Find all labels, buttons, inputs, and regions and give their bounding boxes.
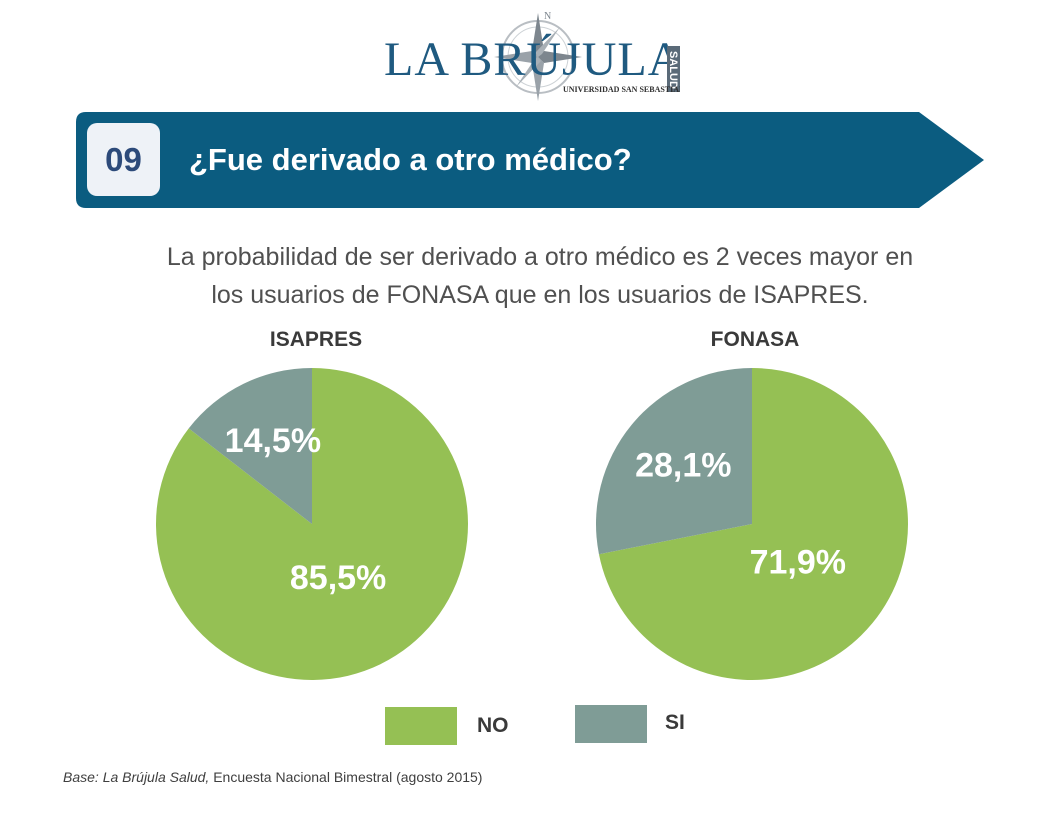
footnote-source-italic: Base: La Brújula Salud, [63, 769, 210, 785]
la-brujula-logo: N LA BRÚJULA SALUD UNIVERSIDAD SAN SEBAS… [384, 12, 680, 101]
logo-tagline: UNIVERSIDAD SAN SEBASTIAN [563, 85, 680, 94]
logo-brand-text: LA BRÚJULA [384, 32, 680, 86]
svg-text:N: N [544, 12, 551, 22]
section-title: ¿Fue derivado a otro médico? [189, 142, 632, 177]
legend-swatch-si [575, 705, 647, 743]
pie-title-fonasa: FONASA [710, 328, 800, 351]
source-footnote: Base: La Brújula Salud, Encuesta Naciona… [63, 769, 482, 785]
section-number-badge: 09 [87, 123, 160, 196]
title-banner [76, 112, 984, 208]
pie-label-fonasa-si: 28,1% [635, 447, 731, 485]
pie-label-isapres-no: 85,5% [290, 559, 386, 597]
legend-label-si: SI [665, 711, 685, 734]
chart-subtitle: La probabilidad de ser derivado a otro m… [90, 238, 990, 314]
legend-swatch-no [385, 707, 457, 745]
pie-slice-fonasa-no [598, 368, 908, 680]
pie-slice-isapres-si [188, 368, 312, 524]
footnote-source-rest: Encuesta Nacional Bimestral (agosto 2015… [209, 769, 483, 785]
pie-slice-fonasa-si [596, 368, 752, 555]
pie-title-isapres: ISAPRES [269, 328, 363, 351]
legend-label-no: NO [477, 714, 509, 737]
pie-label-fonasa-no: 71,9% [750, 544, 846, 582]
subtitle-line-1: La probabilidad de ser derivado a otro m… [166, 243, 914, 271]
subtitle-line-2: los usuarios de FONASA que en los usuari… [211, 281, 869, 309]
logo-side-text: SALUD [667, 51, 679, 89]
compass-rose-icon: N [494, 12, 582, 101]
pie-label-isapres-si: 14,5% [225, 422, 321, 460]
